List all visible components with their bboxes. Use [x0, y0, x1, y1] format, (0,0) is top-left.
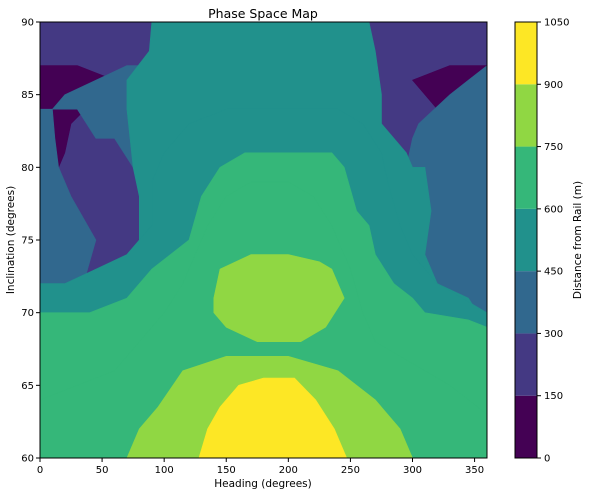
x-tick-label: 300 — [403, 465, 422, 476]
y-tick-label: 90 — [21, 18, 34, 29]
colorbar-tick-label: 900 — [544, 80, 563, 91]
colorbar-segment — [515, 333, 537, 396]
y-axis-label: Inclination (degrees) — [5, 186, 17, 294]
y-axis: 60 65 70 75 80 85 90 — [21, 18, 40, 465]
colorbar-segment — [515, 271, 537, 334]
y-tick-label: 75 — [21, 236, 34, 247]
colorbar-segment — [515, 84, 537, 147]
colorbar-segment — [515, 208, 537, 272]
colorbar-tick-label: 0 — [544, 454, 550, 465]
colorbar-tick-label: 450 — [544, 267, 563, 278]
x-axis: 0 50 100 150 200 250 300 350 — [37, 458, 484, 476]
colorbar-segment — [515, 395, 537, 458]
colorbar-label: Distance from Rail (m) — [572, 181, 584, 299]
colorbar-frame — [514, 21, 538, 459]
y-tick-label: 70 — [21, 308, 34, 319]
colorbar-tick-label: 150 — [544, 391, 563, 402]
colorbar: 0 150 300 450 600 750 900 1050 — [514, 18, 569, 465]
colorbar-tick-label: 1050 — [544, 18, 569, 29]
contour-fills — [40, 22, 487, 458]
x-tick-label: 250 — [341, 465, 360, 476]
y-tick-label: 80 — [21, 163, 34, 174]
x-tick-label: 150 — [217, 465, 236, 476]
colorbar-segment — [515, 22, 537, 85]
contour-region-level-5 — [213, 254, 345, 343]
colorbar-segment — [515, 146, 537, 209]
x-tick-label: 0 — [37, 465, 43, 476]
colorbar-tick-label: 750 — [544, 142, 563, 153]
x-tick-label: 350 — [465, 465, 484, 476]
y-tick-label: 60 — [21, 454, 34, 465]
x-tick-label: 50 — [96, 465, 109, 476]
contour-region-level-6 — [198, 377, 348, 458]
colorbar-tick-label: 300 — [544, 329, 563, 340]
x-tick-label: 200 — [279, 465, 298, 476]
x-tick-label: 100 — [155, 465, 174, 476]
chart-title: Phase Space Map — [208, 6, 318, 21]
x-axis-label: Heading (degrees) — [214, 478, 312, 490]
colorbar-tick-label: 600 — [544, 204, 563, 215]
y-tick-label: 85 — [21, 90, 34, 101]
y-tick-label: 65 — [21, 381, 34, 392]
